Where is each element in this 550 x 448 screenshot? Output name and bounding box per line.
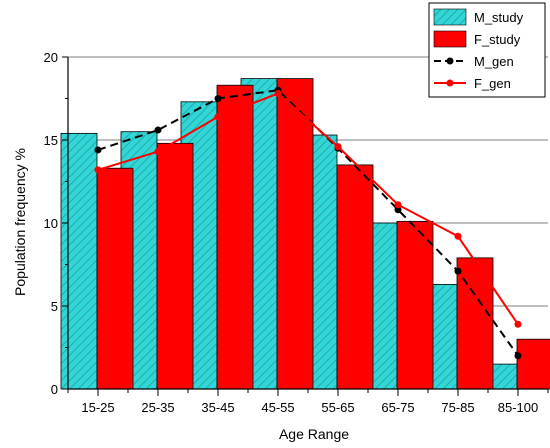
y-axis-title: Population frequency % [12, 148, 28, 296]
point-f-gen [514, 320, 522, 328]
y-tick-label: 5 [51, 299, 58, 314]
point-f-gen [274, 90, 282, 98]
x-tick-label: 75-85 [441, 400, 474, 415]
y-tick-label: 20 [44, 50, 58, 65]
bar-f-study [396, 220, 434, 390]
bar-f-study [516, 338, 550, 390]
legend-label: M_study [474, 10, 524, 25]
bar-f-study [156, 142, 194, 390]
point-f-gen [334, 143, 342, 151]
x-tick-label: 65-75 [381, 400, 414, 415]
bar-f-study [336, 164, 374, 390]
y-tick-label: 0 [51, 382, 58, 397]
line-f-gen [97, 92, 519, 325]
point-f-gen [454, 232, 462, 240]
legend: M_study F_study M_gen F_gen [428, 2, 546, 98]
legend-swatch [433, 30, 467, 48]
legend-label: M_gen [474, 54, 514, 69]
point-m-gen [154, 126, 162, 134]
legend-marker [446, 79, 454, 87]
lines [94, 86, 522, 360]
point-m-gen [394, 206, 402, 214]
legend-label: F_study [474, 32, 521, 47]
y-tick-label: 15 [44, 133, 58, 148]
x-axis-title: Age Range [279, 426, 349, 442]
point-m-gen [214, 95, 222, 102]
bar-f-study [456, 257, 494, 390]
legend-swatch [433, 8, 467, 26]
x-tick-label: 35-45 [201, 400, 234, 415]
bar-f-study [276, 78, 314, 390]
y-tick-label: 10 [44, 216, 58, 231]
bar-m-study [60, 132, 98, 390]
axes: 0 5 10 15 20 15-25 25-35 35-45 45-55 55-65 65-75 75… [44, 50, 549, 415]
point-f-gen [94, 166, 102, 174]
legend-marker [446, 57, 454, 65]
bar-f-study [216, 84, 254, 390]
legend-label: F_gen [474, 76, 511, 91]
line-m-gen [97, 89, 519, 357]
bars [60, 78, 550, 390]
x-tick-label: 15-25 [81, 400, 114, 415]
point-m-gen [454, 267, 462, 275]
x-tick-label: 25-35 [141, 400, 174, 415]
x-tick-label: 45-55 [261, 400, 294, 415]
point-m-gen [514, 352, 522, 360]
point-f-gen [394, 201, 402, 209]
x-tick-label: 55-65 [321, 400, 354, 415]
point-m-gen [94, 146, 102, 154]
bar-f-study [96, 167, 134, 390]
point-f-gen [154, 148, 162, 156]
x-tick-label: 85-100 [498, 400, 538, 415]
point-f-gen [214, 113, 222, 121]
